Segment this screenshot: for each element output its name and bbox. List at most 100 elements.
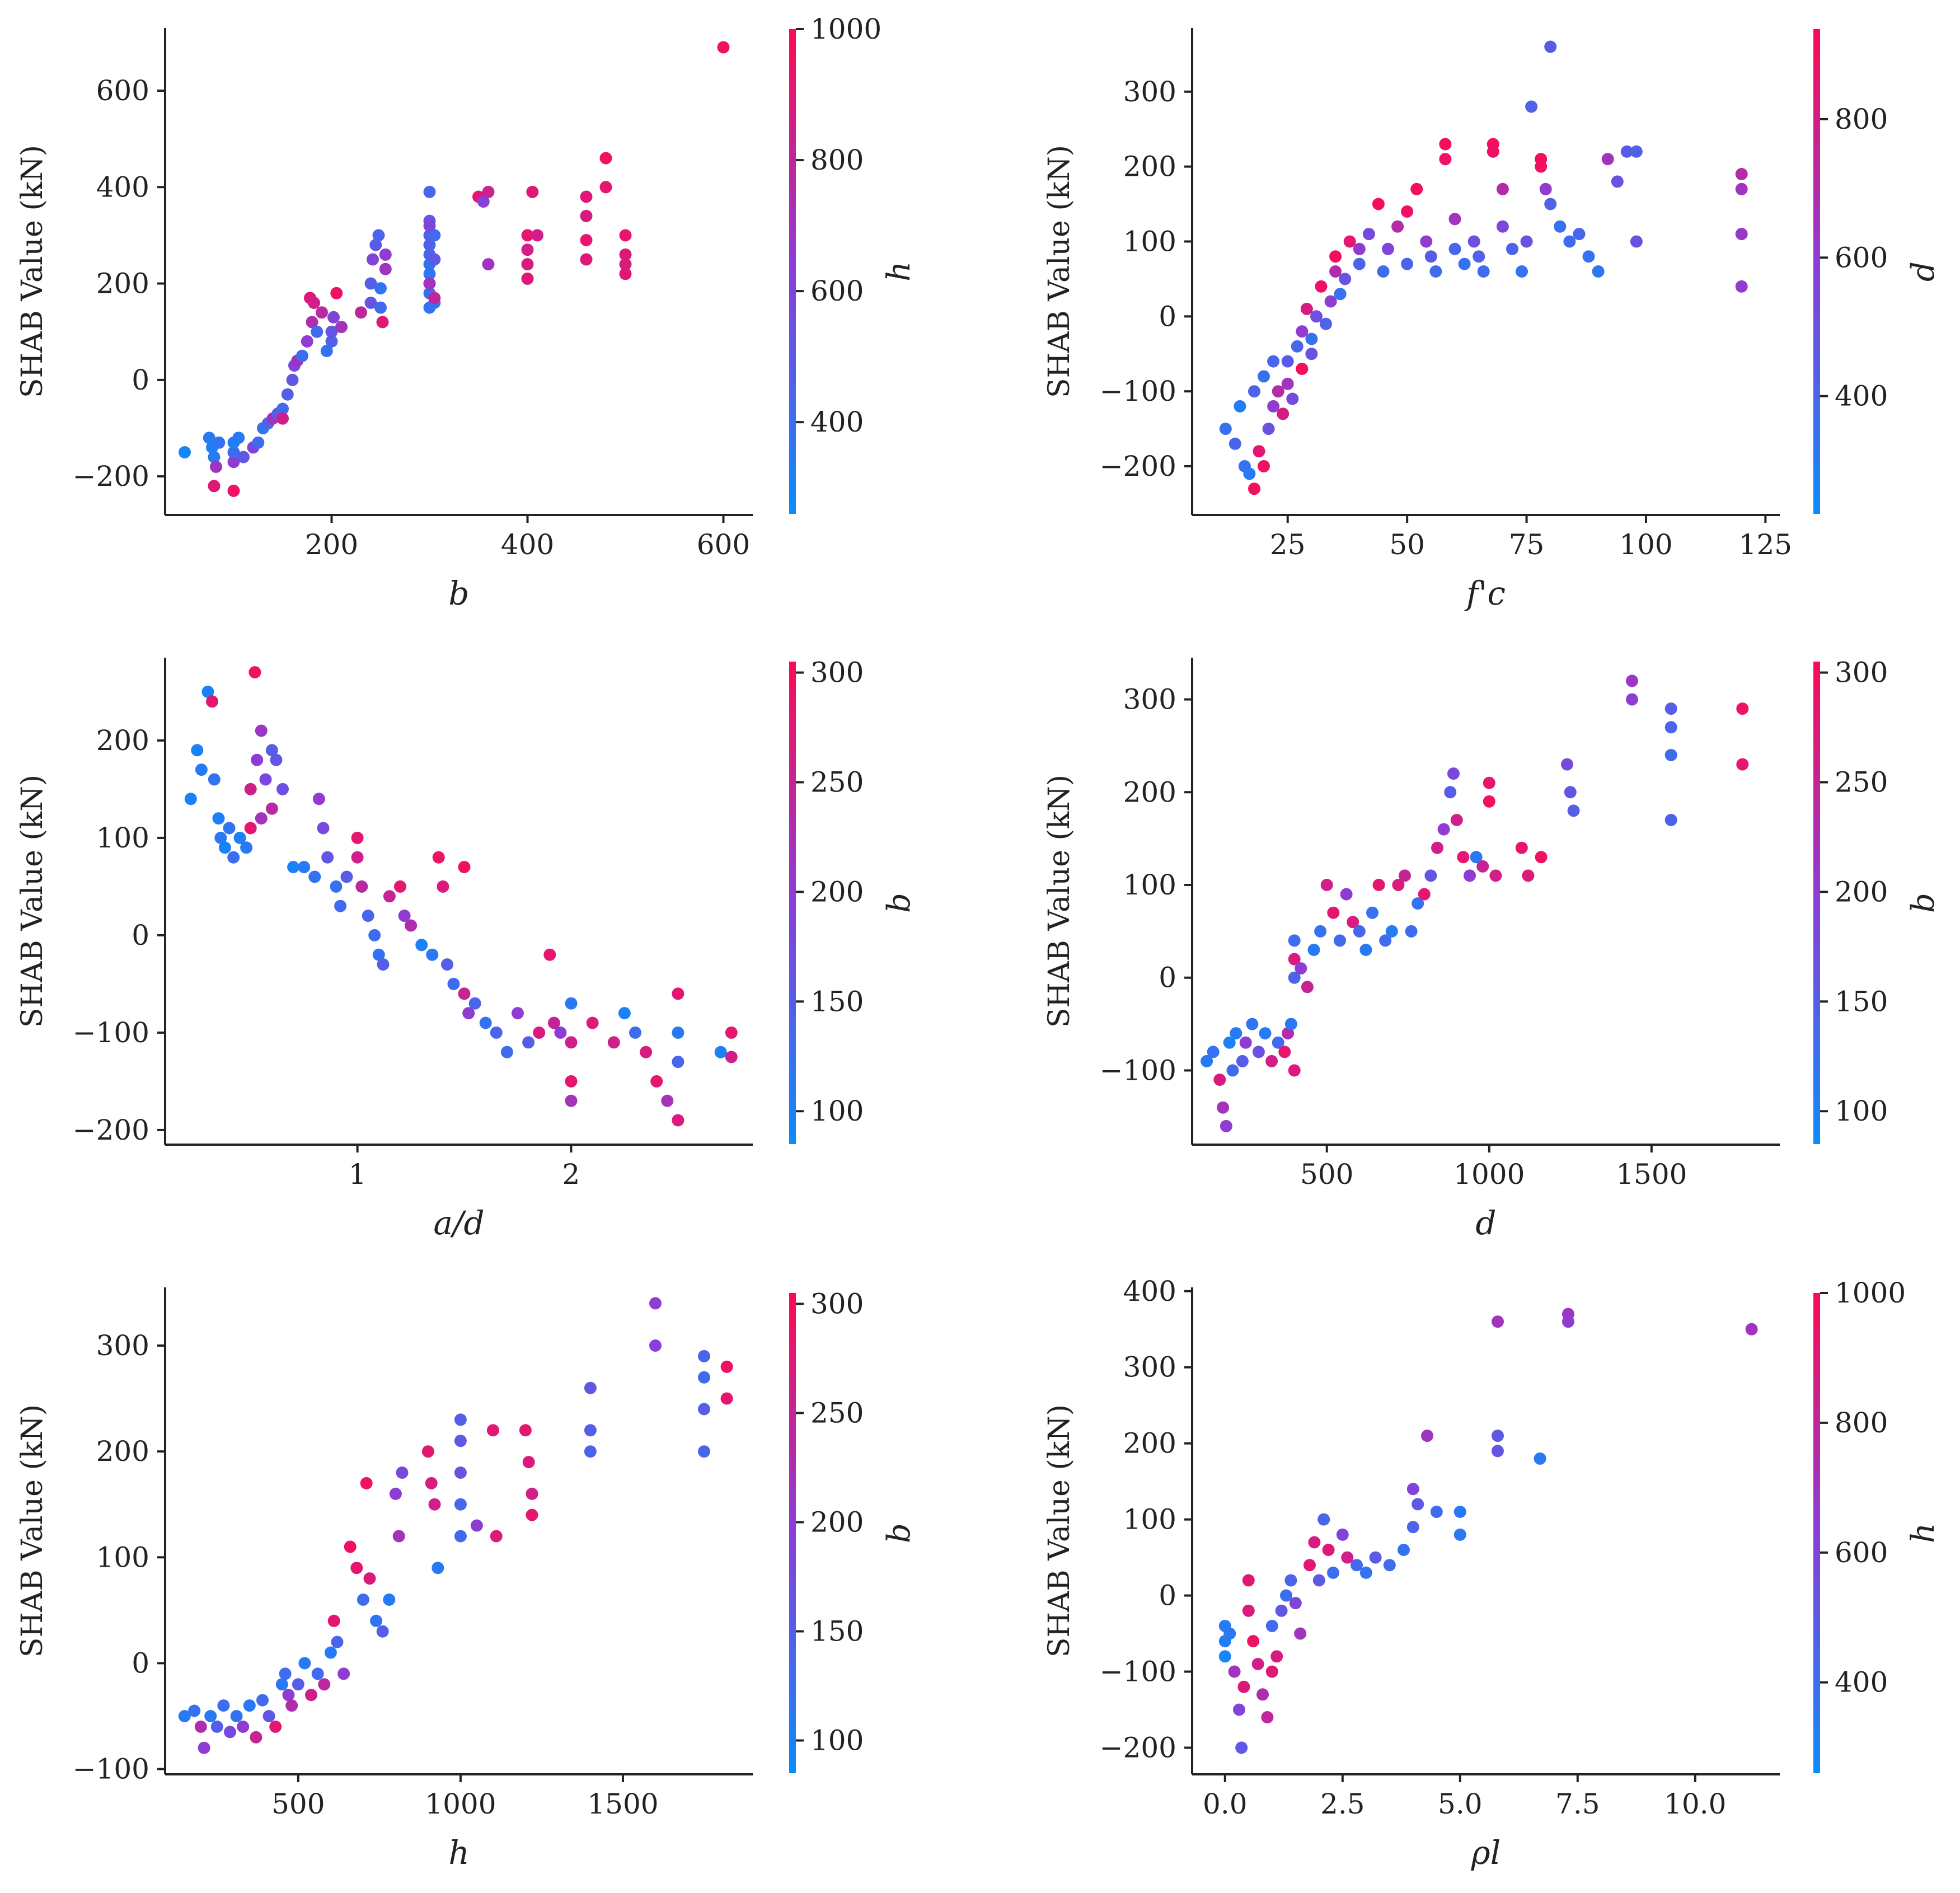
scatter-point: [276, 782, 289, 795]
scatter-point: [584, 1445, 597, 1458]
scatter-point: [1611, 175, 1624, 188]
colorbar-tick-label: 1000: [1835, 1277, 1906, 1309]
scatter-point: [331, 1636, 344, 1648]
x-tick-label: 2: [562, 1158, 580, 1191]
colorbar: [789, 29, 796, 514]
scatter-point: [1439, 138, 1452, 151]
scatter-point: [500, 1046, 513, 1058]
scatter-point: [1492, 1315, 1504, 1328]
scatter-point: [531, 229, 543, 242]
scatter-point: [526, 1487, 538, 1500]
scatter-point: [1496, 182, 1509, 195]
scatter-point: [1450, 814, 1463, 826]
scatter-point: [521, 243, 534, 256]
scatter-point: [619, 248, 632, 261]
colorbar-tick-label: 200: [810, 875, 864, 908]
scatter-point: [374, 282, 387, 295]
scatter-point: [1412, 1498, 1424, 1511]
scatter-point: [1405, 925, 1418, 938]
scatter-point: [383, 890, 396, 903]
scatter-point: [1385, 925, 1398, 938]
x-tick-label: 1500: [587, 1788, 658, 1820]
x-tick-label: 5.0: [1438, 1788, 1483, 1820]
scatter-point: [1448, 242, 1461, 255]
scatter-point: [217, 1699, 230, 1712]
scatter-point: [363, 1572, 376, 1585]
scatter-point: [1248, 385, 1260, 398]
scatter-point: [432, 1562, 444, 1575]
scatter-point: [458, 987, 471, 1000]
x-tick-label: 25: [1270, 528, 1306, 561]
scatter-point: [1401, 257, 1414, 270]
scatter-point: [233, 831, 246, 844]
scatter-point: [672, 987, 684, 1000]
scatter-point: [191, 744, 204, 757]
scatter-point: [372, 229, 385, 242]
scatter-point: [337, 1667, 350, 1680]
scatter-point: [1506, 242, 1518, 255]
scatter-point: [198, 1741, 210, 1754]
scatter-point: [490, 1530, 503, 1543]
scatter-point: [389, 1487, 402, 1500]
scatter-point: [396, 1466, 409, 1479]
y-tick-label: 0: [132, 1647, 149, 1679]
scatter-point: [270, 753, 283, 766]
y-tick-label: 100: [1123, 869, 1176, 901]
scatter-point: [423, 185, 436, 198]
scatter-point: [1406, 1483, 1419, 1496]
scatter-point: [599, 181, 612, 194]
scatter-point: [725, 1051, 738, 1063]
scatter-point: [308, 297, 320, 309]
scatter-point: [405, 919, 418, 932]
scatter-point: [1310, 310, 1323, 323]
colorbar-title: h: [881, 261, 917, 282]
scatter-point: [282, 1689, 295, 1702]
scatter-point: [526, 185, 539, 198]
scatter-point: [1516, 265, 1528, 278]
scatter-point: [208, 480, 221, 493]
y-tick-label: −200: [73, 1114, 149, 1146]
scatter-point: [311, 325, 323, 338]
scatter-point: [305, 1689, 317, 1702]
scatter-point: [454, 1435, 467, 1447]
scatter-point: [1353, 925, 1366, 938]
scatter-point: [1735, 168, 1748, 180]
scatter-point: [1258, 460, 1270, 472]
scatter-point: [355, 306, 367, 319]
scatter-point: [533, 1026, 546, 1039]
scatter-point: [227, 851, 240, 864]
scatter-point: [286, 373, 299, 386]
scatter-point: [1223, 1036, 1236, 1049]
scatter-point: [1382, 242, 1394, 255]
scatter-point: [201, 685, 214, 698]
scatter-point: [1267, 355, 1280, 368]
scatter-point: [269, 1720, 282, 1733]
scatter-point: [244, 822, 257, 835]
colorbar-tick-label: 250: [1835, 766, 1888, 799]
scatter-point: [490, 1026, 503, 1039]
scatter-point: [512, 1007, 524, 1020]
colorbar: [789, 662, 796, 1144]
scatter-point: [398, 910, 411, 922]
scatter-point: [1261, 1711, 1274, 1723]
x-axis-title: ρl: [1471, 1834, 1501, 1872]
scatter-point: [377, 958, 390, 971]
scatter-point: [1303, 1559, 1316, 1572]
scatter-point: [1353, 257, 1366, 270]
scatter-point: [1322, 1544, 1335, 1556]
scatter-point: [372, 948, 385, 961]
scatter-point: [423, 268, 436, 280]
scatter-point: [355, 880, 368, 893]
x-axis-title: h: [448, 1834, 469, 1872]
colorbar-tick-label: 800: [810, 144, 864, 176]
y-tick-label: −200: [1100, 450, 1176, 482]
colorbar-tick-label: 600: [810, 275, 864, 307]
scatter-point: [1473, 250, 1485, 263]
x-axis-title: a/d: [433, 1204, 484, 1242]
scatter-point: [1217, 1101, 1230, 1114]
scatter-point: [227, 456, 240, 468]
scatter-point: [376, 316, 389, 329]
scatter-point: [1544, 198, 1557, 210]
scatter-point: [1362, 228, 1375, 241]
